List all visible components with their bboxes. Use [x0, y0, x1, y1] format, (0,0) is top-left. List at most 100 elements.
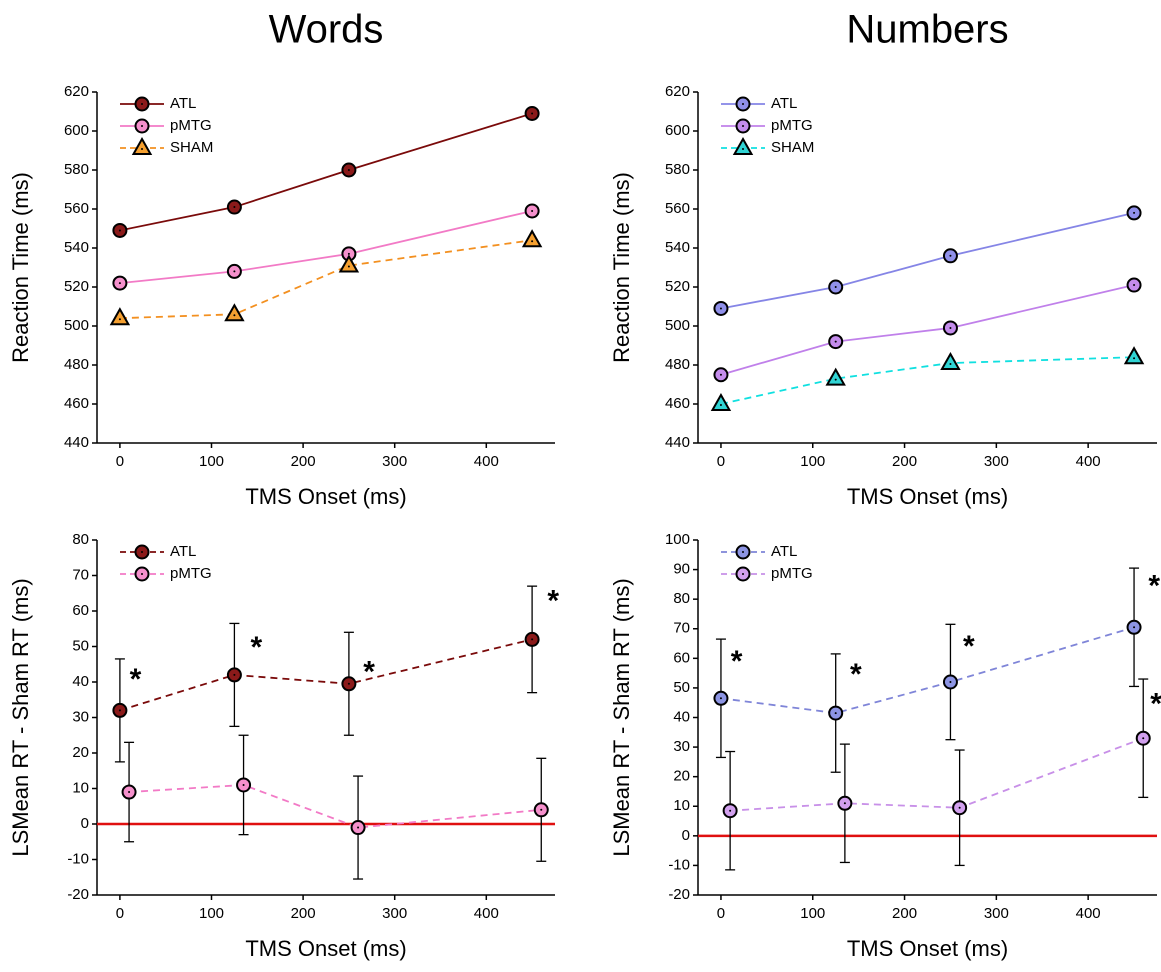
series-line	[720, 356, 1135, 405]
x-tick-label: 100	[199, 453, 224, 470]
marker-dot	[719, 307, 722, 310]
marker-dot	[949, 363, 952, 366]
x-tick-label: 200	[291, 905, 316, 922]
legend-label: pMTG	[771, 565, 813, 582]
marker-dot	[531, 112, 534, 115]
y-tick-label: 480	[665, 356, 690, 373]
y-tick-label: 500	[64, 317, 89, 334]
x-tick-label: 0	[717, 905, 725, 922]
annotation: *	[1148, 569, 1160, 602]
legend-label: pMTG	[771, 117, 813, 134]
marker-dot	[540, 808, 543, 811]
marker	[940, 352, 961, 371]
marker-dot	[347, 252, 350, 255]
y-tick-label: 20	[72, 744, 89, 761]
y-tick-label: 460	[665, 395, 690, 412]
marker-dot	[834, 378, 837, 381]
marker-dot	[949, 681, 952, 683]
legend-label: ATL	[170, 543, 196, 560]
y-tick-label: 560	[64, 200, 89, 217]
marker-dot	[742, 148, 744, 150]
x-tick-label: 0	[717, 453, 725, 470]
marker-dot	[141, 103, 143, 105]
x-tick-label: 300	[382, 453, 407, 470]
x-tick-label: 300	[984, 905, 1009, 922]
y-tick-label: 620	[665, 83, 690, 100]
y-tick-label: 50	[72, 637, 89, 654]
x-tick-label: 400	[1076, 905, 1101, 922]
y-tick-label: 580	[665, 161, 690, 178]
y-tick-label: 80	[72, 531, 89, 548]
y-tick-label: 600	[665, 122, 690, 139]
y-tick-label: -10	[668, 856, 690, 873]
marker-dot	[347, 265, 350, 268]
marker-dot	[742, 125, 744, 127]
marker	[224, 303, 245, 322]
y-tick-label: 560	[665, 200, 690, 217]
marker	[521, 229, 543, 248]
y-tick-label: 540	[64, 239, 89, 256]
panel-title: Words	[269, 8, 384, 52]
marker-dot	[141, 148, 143, 150]
y-tick-label: 70	[72, 566, 89, 583]
y-tick-label: 440	[64, 434, 89, 451]
marker-dot	[958, 806, 961, 809]
x-tick-label: 100	[800, 453, 825, 470]
x-tick-label: 400	[1076, 453, 1101, 470]
y-tick-label: 40	[72, 673, 89, 690]
annotation: *	[963, 630, 975, 663]
marker-dot	[742, 103, 744, 105]
y-tick-label: 60	[72, 602, 89, 619]
marker-dot	[729, 809, 732, 812]
y-tick-label: 0	[81, 815, 89, 832]
annotation: *	[850, 658, 862, 691]
y-tick-label: 600	[64, 122, 89, 139]
marker-dot	[233, 314, 236, 317]
marker-dot	[128, 791, 131, 794]
annotation: *	[130, 663, 142, 696]
x-tick-label: 200	[291, 453, 316, 470]
y-tick-label: 50	[673, 679, 690, 696]
y-axis-label: LSMean RT - Sham RT (ms)	[609, 578, 634, 856]
marker-dot	[742, 573, 744, 575]
y-tick-label: 520	[665, 278, 690, 295]
y-tick-label: 10	[72, 779, 89, 796]
y-tick-label: 60	[673, 649, 690, 666]
x-tick-label: 200	[892, 905, 917, 922]
series-line	[129, 784, 542, 829]
series-line	[720, 626, 1135, 714]
series-line	[720, 284, 1135, 376]
y-axis-label: Reaction Time (ms)	[8, 172, 33, 363]
y-tick-label: 440	[665, 434, 690, 451]
y-tick-label: -20	[668, 886, 690, 903]
marker-dot	[118, 282, 121, 285]
y-tick-label: 80	[673, 590, 690, 607]
annotation: *	[251, 631, 263, 664]
legend-label: pMTG	[170, 117, 212, 134]
x-tick-label: 0	[116, 453, 124, 470]
annotation: *	[547, 585, 559, 618]
legend-label: SHAM	[170, 139, 213, 156]
annotation: *	[1150, 688, 1161, 721]
marker	[1123, 346, 1145, 365]
marker-dot	[719, 697, 722, 700]
legend-label: ATL	[771, 95, 797, 112]
marker-dot	[141, 125, 143, 127]
x-axis-label: TMS Onset (ms)	[245, 484, 406, 509]
x-tick-label: 400	[474, 905, 499, 922]
marker-dot	[1133, 284, 1136, 287]
y-tick-label: 580	[64, 161, 89, 178]
series-line	[119, 112, 533, 232]
marker-dot	[742, 551, 744, 553]
legend-label: ATL	[771, 543, 797, 560]
y-tick-label: 540	[665, 239, 690, 256]
marker-dot	[1133, 357, 1136, 360]
annotation: *	[363, 656, 375, 689]
x-tick-label: 100	[199, 905, 224, 922]
y-tick-label: 20	[673, 768, 690, 785]
marker-dot	[233, 673, 236, 676]
marker	[338, 254, 360, 273]
series-line	[720, 212, 1135, 310]
legend-label: pMTG	[170, 565, 212, 582]
marker-dot	[834, 712, 837, 715]
